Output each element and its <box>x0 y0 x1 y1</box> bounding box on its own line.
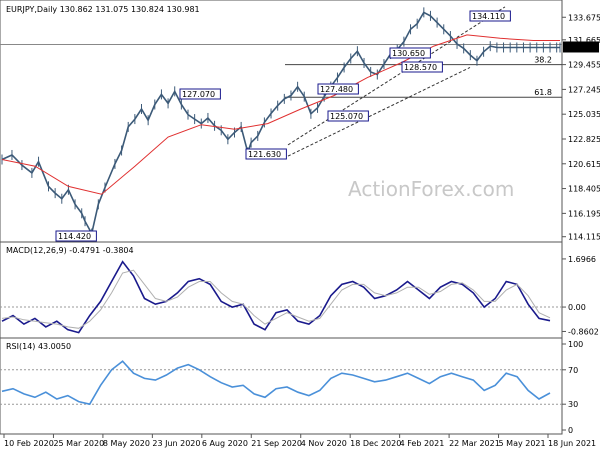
annotation-label: 114.420 <box>58 232 91 241</box>
x-tick-label: 4 Feb 2021 <box>400 439 445 448</box>
y-tick-label: 30 <box>568 400 578 409</box>
x-tick-label: 21 Sep 2020 <box>251 439 302 448</box>
annotation-box <box>469 10 511 22</box>
y-tick-label: 133.675 <box>568 13 600 22</box>
current-price-label: 130.981 <box>566 43 599 52</box>
x-tick-label: 4 Nov 2020 <box>301 439 347 448</box>
y-tick-label: 127.245 <box>568 85 600 94</box>
x-tick-label: 6 Aug 2020 <box>202 439 248 448</box>
annotation-label: 125.070 <box>330 112 363 121</box>
annotation-box <box>55 230 97 242</box>
annotation-label: 134.110 <box>472 12 505 21</box>
annotation-box <box>245 148 287 160</box>
annotation-box <box>317 83 359 95</box>
y-tick-label: 122.825 <box>568 135 600 144</box>
price-pane-title: EURJPY,Daily 130.862 131.075 130.824 130… <box>6 5 200 14</box>
fib-label: 38.2 <box>534 56 552 65</box>
x-tick-label: 10 Feb 2020 <box>4 439 54 448</box>
y-tick-label: 125.035 <box>568 110 600 119</box>
macd-line-1 <box>1 269 551 329</box>
moving-average-line <box>1 34 560 195</box>
y-tick-label: 1.6966 <box>568 255 596 264</box>
current-price-box <box>563 41 599 53</box>
rsi-pane: RSI(14) 43.0050 100 70 30 0 <box>0 337 583 435</box>
watermark-text: ActionForex.com <box>348 177 514 201</box>
y-tick-label: 0.00 <box>568 303 586 312</box>
annotation-label: 127.480 <box>320 85 353 94</box>
x-tick-label: 25 Mar 2020 <box>53 439 104 448</box>
y-tick-label: 114.115 <box>568 233 600 242</box>
fib-label: 61.8 <box>534 88 552 97</box>
x-tick-label: 8 May 2020 <box>103 439 150 448</box>
macd-pane-title: MACD(12,26,9) -0.4791 -0.3804 <box>6 246 134 255</box>
annotation-label: 127.070 <box>182 90 215 99</box>
x-tick-label: 22 Mar 2021 <box>449 439 500 448</box>
macd-pane: MACD(12,26,9) -0.4791 -0.3804 1.6966 0.00… <box>0 241 599 339</box>
y-tick-label: 70 <box>568 366 578 375</box>
trend-channel-lower <box>287 67 471 157</box>
x-tick-label: 18 Dec 2020 <box>350 439 401 448</box>
y-tick-label: 116.195 <box>568 209 600 218</box>
y-tick-label: 131.665 <box>568 36 600 45</box>
rsi-line-0 <box>1 360 551 406</box>
x-tick-label: 18 Jun 2021 <box>548 439 596 448</box>
annotation-box <box>179 88 221 100</box>
x-tick-label: 23 Jun 2020 <box>152 439 200 448</box>
annotation-label: 121.630 <box>248 150 281 159</box>
y-tick-label: 118.405 <box>568 185 600 194</box>
y-tick-label: 0 <box>568 426 573 435</box>
y-tick-label: 100 <box>568 340 583 349</box>
trend-channel-upper <box>287 6 506 146</box>
annotation-box <box>327 110 369 122</box>
y-tick-label: 120.615 <box>568 160 600 169</box>
annotation-box <box>389 47 431 59</box>
y-tick-label: 129.455 <box>568 61 600 70</box>
rsi-pane-title: RSI(14) 43.0050 <box>6 342 71 351</box>
x-tick-label: 5 May 2021 <box>499 439 546 448</box>
annotation-label: 130.650 <box>392 49 425 58</box>
annotation-label: 128.570 <box>404 63 437 72</box>
y-tick-label: -0.8602 <box>568 327 599 336</box>
price-pane: 38.2 61.8 ActionForex.com EURJPY,Daily 13… <box>0 0 600 243</box>
price-series-line <box>1 11 560 236</box>
annotation-box <box>401 61 443 73</box>
